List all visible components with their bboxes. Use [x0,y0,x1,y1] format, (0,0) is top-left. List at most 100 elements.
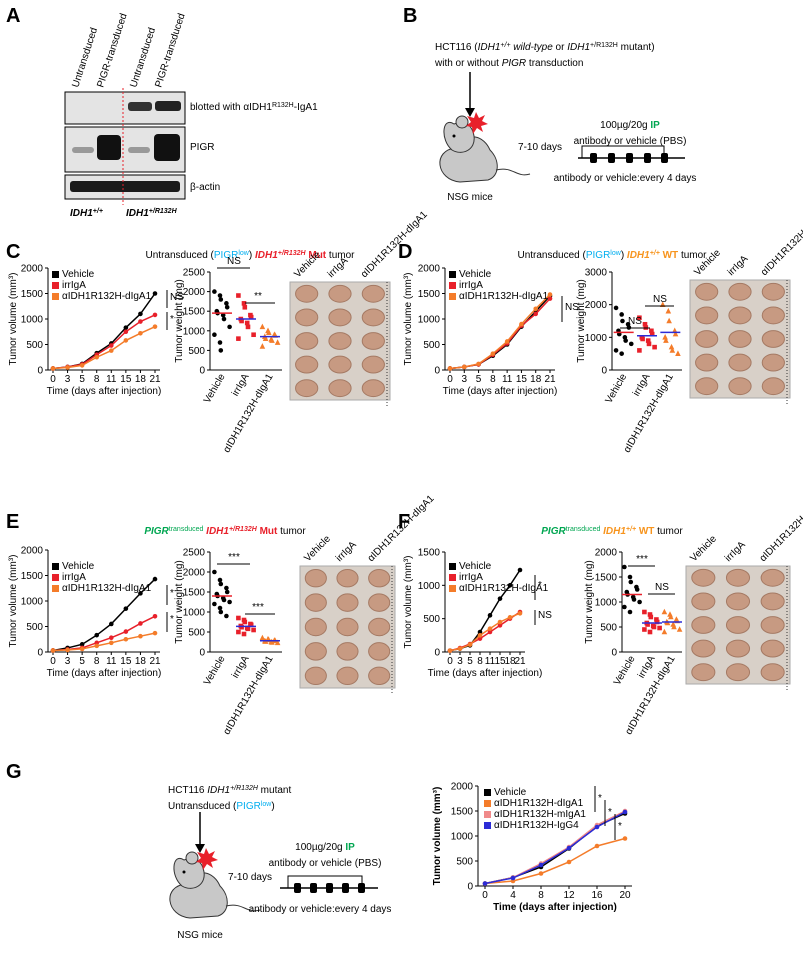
point [217,293,223,298]
point [631,597,637,602]
dose-mark [326,883,333,893]
point [224,585,229,591]
text-part: IDH1 [203,526,229,537]
tumor [728,330,752,348]
text-part: PIGR [541,526,566,537]
dose-mark [310,883,317,893]
point [487,626,493,631]
point [547,292,553,297]
x-tick-label: 21 [149,374,161,385]
series-line [52,632,156,652]
rich-text: IDH1+/R132H [126,208,178,220]
tumor [295,284,319,303]
point [218,348,224,353]
x-tick-label: 0 [447,656,453,667]
tumor [725,663,751,682]
point [622,809,628,815]
blot-band [97,135,121,160]
dose-mark [626,153,633,163]
text-part: IDH1 [70,208,93,219]
dose-mark [608,153,615,163]
point [242,619,248,625]
category-label: αIDH1R132H-dIgA1 [622,372,676,455]
point [241,301,247,306]
x-axis-label: Time (days after injection) [443,386,558,397]
point [648,614,654,620]
y-tick-label: 500 [188,628,205,639]
legend-swatch [52,282,59,289]
x-tick-label: 5 [476,374,482,385]
rich-text: Untransduced (PIGRlow) IDH1+/R132H Mut t… [146,250,356,262]
point [152,324,158,329]
photo-header: αIDH1R132H-dIgA1 [759,207,803,278]
point [649,328,654,334]
point [622,836,628,841]
point [245,324,251,330]
point [274,339,281,345]
point [642,609,647,615]
rich-text: PIGRtransduced IDH1+/R132H Mut tumor [144,526,306,538]
text-part: IP [345,842,355,853]
x-tick-label: 3 [65,374,71,385]
point [251,332,256,338]
point [477,633,483,638]
tumor [728,306,752,325]
annotation: NS [227,256,241,267]
y-axis-label: Tumor volume (mm³) [403,556,414,649]
point [108,640,114,646]
point [248,622,254,628]
delay-text: 7-10 days [228,872,272,883]
point [487,629,493,635]
point [646,341,652,347]
category-label: Vehicle [202,372,228,406]
point [123,629,129,634]
text-part: Mut [306,250,327,261]
y-tick-label: 1500 [21,289,44,300]
point [669,347,676,353]
tumor [295,308,319,327]
tumor [761,330,785,348]
point [218,297,224,302]
point [477,636,483,641]
point [152,291,158,296]
point [259,343,266,349]
x-tick-label: 3 [457,656,463,667]
tumor [304,666,327,686]
legend-label: Vehicle [459,561,492,572]
panel-letter: D [398,241,412,263]
point [649,331,655,337]
legend-swatch [52,574,59,581]
tumor [336,617,359,637]
legend-label: αIDH1R132H-dIgA1 [459,291,549,302]
point [647,612,653,617]
x-tick-label: 12 [563,890,575,901]
point [538,871,544,876]
legend-swatch [484,822,491,829]
tumor [760,663,785,682]
text-part: +/R132H [229,526,258,533]
y-tick-label: 0 [434,648,440,659]
point [224,613,229,619]
tumor [295,332,319,350]
x-tick-label: 5 [79,656,85,667]
dose-mark [644,153,651,163]
blot-band [154,134,180,161]
mouse [439,111,531,183]
dose-mark [590,153,597,163]
legend-swatch [449,574,456,581]
y-axis-label: Tumor weight (mg) [576,279,587,363]
point [239,624,244,630]
text-part: IDH1 [207,785,230,796]
tumor [761,377,785,396]
tumor [368,593,391,612]
tumor [695,282,719,301]
point [661,628,668,635]
point [533,311,539,317]
text-part: IDH1 [126,208,149,219]
legend-label: αIDH1R132H-IgG4 [494,820,579,831]
point [517,567,523,573]
y-tick-label: 1000 [183,326,206,337]
text-part: IDH1 [600,526,626,537]
y-tick-label: 0 [611,648,617,659]
point [613,348,619,353]
